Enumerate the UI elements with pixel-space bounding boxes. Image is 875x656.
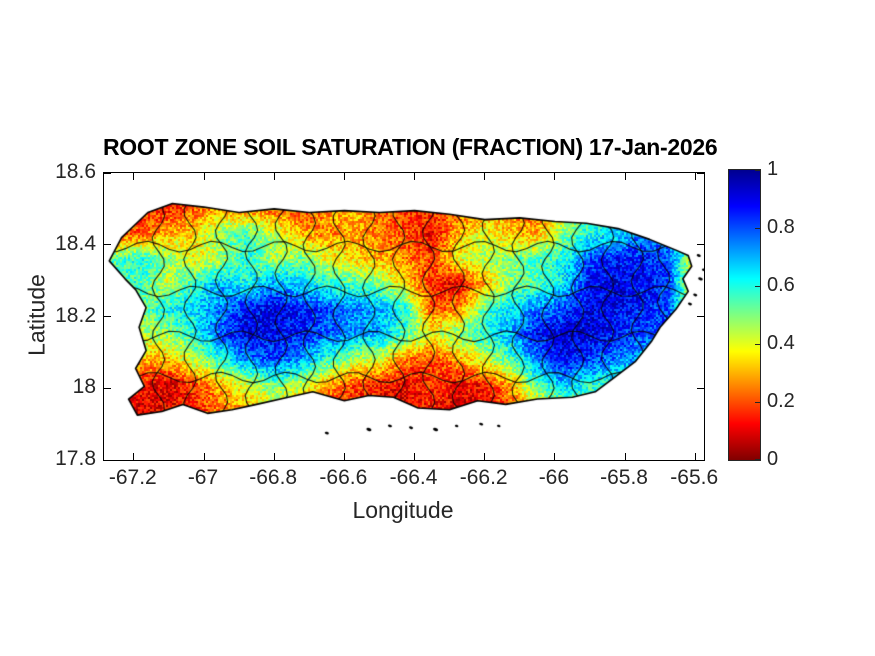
x-tick-mark [414,173,416,180]
soil-saturation-heatmap [104,173,704,460]
y-tick-label: 18.4 [55,231,96,255]
colorbar-tick-label: 0 [767,448,779,470]
x-tick-label: -66.2 [459,466,508,489]
y-tick-mark [104,244,111,246]
y-axis-label: Latitude [23,274,50,356]
x-tick-mark [414,453,416,460]
plot-area [103,172,705,461]
colorbar-tick-mark [755,170,760,171]
colorbar-tick-mark [755,344,760,345]
x-tick-mark [694,453,696,460]
x-tick-label: -65.8 [600,466,648,489]
x-tick-mark [203,453,205,460]
x-tick-label: -66 [538,466,570,489]
y-tick-label: 18.6 [55,160,96,183]
x-tick-mark [484,173,486,180]
x-tick-label: -65.6 [670,466,719,489]
colorbar-tick-label: 0.6 [767,274,795,296]
y-tick-mark [104,387,111,389]
x-tick-mark [554,453,556,460]
x-tick-mark [273,173,275,180]
colorbar-tick-mark [755,286,760,287]
x-tick-mark [343,453,345,460]
y-tick-mark [697,316,704,317]
chart-title: ROOT ZONE SOIL SATURATION (FRACTION) 17-… [103,134,718,160]
y-tick-label: 17.8 [55,447,96,470]
y-tick-mark [697,387,704,389]
colorbar-tick-label: 0.4 [767,332,795,354]
x-tick-mark [554,173,556,180]
colorbar [728,169,761,461]
x-tick-mark [133,173,135,180]
colorbar-tick-mark [755,402,760,403]
x-axis-label: Longitude [352,497,454,523]
y-tick-mark [104,459,111,461]
y-tick-mark [104,172,111,174]
y-tick-mark [697,459,704,461]
colorbar-tick-label: 0.2 [767,390,795,412]
x-tick-mark [273,453,275,460]
x-tick-mark [133,453,135,460]
y-tick-mark [697,172,704,174]
x-tick-label: -67.2 [108,466,157,489]
x-tick-label: -66.6 [319,466,368,489]
colorbar-tick-label: 0.8 [767,216,795,238]
colorbar-tick-mark [755,459,760,460]
y-tick-label: 18 [72,375,96,399]
x-tick-label: -67 [187,466,219,489]
x-tick-mark [624,173,626,180]
x-tick-label: -66.8 [249,466,298,489]
y-tick-label: 18.2 [55,303,96,327]
x-tick-mark [694,173,696,180]
colorbar-tick-mark [755,228,760,229]
colorbar-tick-label: 1 [767,158,779,180]
x-tick-mark [484,453,486,460]
x-tick-mark [624,453,626,460]
x-tick-mark [343,173,345,180]
y-tick-mark [697,244,704,246]
x-tick-mark [203,173,205,180]
x-tick-label: -66.4 [389,466,438,489]
y-tick-mark [104,316,111,317]
